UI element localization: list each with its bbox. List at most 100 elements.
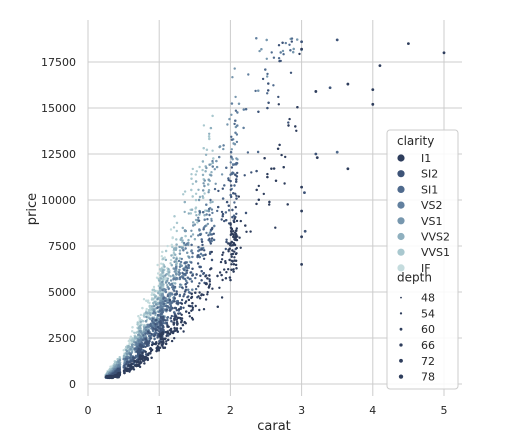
data-point: [234, 119, 237, 122]
data-point: [220, 258, 224, 261]
data-point: [179, 283, 182, 286]
data-point: [266, 106, 269, 110]
data-point: [146, 332, 149, 335]
data-point: [188, 277, 191, 281]
data-point: [208, 278, 211, 281]
data-point: [224, 277, 228, 280]
data-point: [218, 271, 222, 274]
data-point: [224, 211, 228, 214]
data-point: [135, 343, 138, 346]
data-point: [191, 182, 194, 186]
data-point: [131, 330, 134, 333]
data-point: [151, 317, 155, 320]
data-point: [187, 295, 190, 298]
data-point: [263, 157, 266, 160]
data-point: [144, 337, 147, 341]
data-point: [172, 286, 176, 289]
data-point: [187, 212, 190, 215]
data-point: [181, 276, 185, 279]
data-point: [158, 279, 161, 282]
data-point: [272, 167, 276, 170]
data-point: [204, 275, 207, 278]
outlier-point: [314, 90, 318, 93]
data-point: [183, 210, 186, 214]
data-point: [165, 340, 168, 343]
data-point: [175, 327, 179, 330]
data-point: [234, 173, 237, 176]
data-point: [177, 271, 181, 274]
data-point: [284, 41, 287, 45]
y-tick-label: 12500: [41, 148, 76, 161]
data-point: [236, 111, 239, 114]
data-point: [254, 89, 257, 93]
legend-hue-label: SI1: [421, 183, 438, 196]
data-point: [160, 274, 163, 277]
data-point: [224, 247, 227, 251]
data-point: [160, 322, 163, 326]
data-point: [148, 352, 151, 355]
data-point: [230, 240, 233, 244]
data-point: [182, 295, 185, 298]
data-point: [268, 203, 271, 206]
data-point: [198, 308, 201, 312]
data-point: [200, 270, 203, 273]
data-point: [216, 305, 219, 308]
data-point: [159, 302, 162, 305]
data-point: [181, 239, 184, 242]
data-point: [143, 315, 146, 318]
data-point: [125, 357, 129, 360]
data-point: [190, 296, 193, 300]
legend-size-label: 78: [421, 371, 435, 384]
data-point: [202, 257, 206, 260]
data-point: [277, 95, 280, 99]
x-tick-label: 2: [227, 404, 234, 417]
data-point: [169, 327, 173, 331]
data-point: [149, 324, 152, 327]
data-point: [256, 150, 260, 154]
data-point: [156, 322, 159, 325]
data-point: [222, 147, 225, 151]
data-point: [165, 331, 168, 334]
data-point: [208, 163, 211, 166]
data-point: [222, 144, 225, 147]
data-point: [130, 367, 133, 371]
data-point: [180, 257, 183, 261]
data-point: [203, 192, 206, 195]
data-point: [159, 296, 163, 299]
data-point: [178, 312, 182, 315]
data-point: [194, 291, 197, 294]
data-point: [216, 274, 219, 278]
data-point: [255, 169, 258, 173]
data-point: [191, 302, 194, 305]
data-point: [116, 367, 120, 371]
data-point: [197, 234, 200, 237]
data-point: [207, 191, 210, 194]
y-tick-label: 2500: [48, 332, 76, 345]
data-point: [159, 336, 163, 339]
data-point: [125, 352, 129, 356]
data-point: [165, 304, 168, 308]
data-point: [225, 240, 228, 244]
data-point: [149, 337, 153, 340]
data-point: [171, 236, 174, 240]
data-point: [197, 188, 200, 191]
data-point: [145, 340, 148, 343]
data-point: [208, 280, 211, 283]
data-point: [182, 193, 185, 196]
data-point: [194, 210, 197, 214]
data-point: [148, 301, 151, 305]
data-point: [202, 228, 205, 231]
data-point: [190, 208, 194, 211]
data-point: [134, 364, 138, 368]
data-point: [165, 308, 169, 312]
data-point: [224, 261, 227, 265]
data-point: [162, 302, 166, 306]
data-point: [267, 89, 270, 92]
data-point: [174, 282, 177, 285]
data-point: [195, 214, 198, 217]
data-point: [220, 210, 224, 214]
data-point: [169, 228, 173, 231]
data-point: [158, 346, 162, 349]
data-point: [196, 254, 199, 257]
